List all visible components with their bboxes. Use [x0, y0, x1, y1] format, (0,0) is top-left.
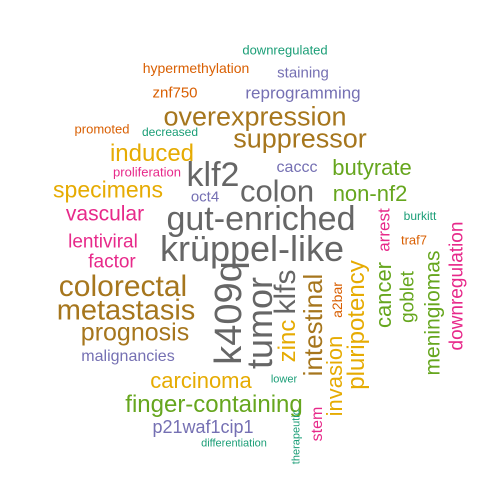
- word-malignancies: malignancies: [81, 348, 175, 365]
- word-metastasis: metastasis: [56, 294, 196, 327]
- word-overexpression: overexpression: [163, 101, 347, 132]
- word-pluripotency: pluripotency: [343, 260, 370, 390]
- word-colorectal: colorectal: [58, 270, 188, 303]
- word-caccc: caccc: [276, 159, 318, 176]
- word-factor: factor: [88, 251, 136, 273]
- word-cancer: cancer: [371, 261, 396, 329]
- word-staining: staining: [277, 64, 329, 82]
- word-krüppel-like: krüppel-like: [159, 228, 345, 269]
- word-therapeutic: therapeutic: [290, 409, 303, 465]
- word-proliferation: proliferation: [113, 164, 181, 180]
- word-carcinoma: carcinoma: [150, 368, 252, 393]
- word-finger-containing: finger-containing: [125, 391, 303, 418]
- word-downregulation: downregulation: [446, 221, 468, 351]
- word-induced: induced: [109, 140, 195, 167]
- word-arrest: arrest: [374, 208, 394, 252]
- word-colon: colon: [239, 173, 315, 209]
- word-vascular: vascular: [65, 202, 145, 226]
- word-suppressor: suppressor: [233, 123, 367, 154]
- word-zinc: zinc: [274, 319, 301, 363]
- word-gut-enriched: gut-enriched: [166, 200, 356, 238]
- word-reprogramming: reprogramming: [245, 83, 361, 103]
- word-decreased: decreased: [141, 125, 199, 139]
- word-znf750: znf750: [152, 84, 198, 102]
- word-oct4: oct4: [190, 188, 220, 206]
- word-hypermethylation: hypermethylation: [142, 60, 250, 76]
- word-p21waf1cip1: p21waf1cip1: [152, 417, 254, 437]
- word-non-nf2: non-nf2: [332, 181, 408, 206]
- word-lentiviral: lentiviral: [68, 231, 138, 253]
- word-specimens: specimens: [53, 176, 163, 203]
- word-burkitt: burkitt: [403, 209, 437, 223]
- word-goblet: goblet: [397, 271, 419, 323]
- word-a2bar: a2bar: [329, 282, 345, 318]
- word-klf2: klf2: [186, 156, 240, 194]
- word-downregulated: downregulated: [242, 42, 328, 58]
- word-stem: stem: [309, 406, 326, 442]
- word-prognosis: prognosis: [80, 318, 190, 347]
- word-promoted: promoted: [74, 121, 130, 137]
- word-klfs: klfs: [269, 269, 302, 315]
- word-lower: lower: [270, 373, 298, 386]
- word-differentiation: differentiation: [201, 437, 267, 450]
- word-butyrate: butyrate: [332, 155, 412, 180]
- word-meningiomas: meningiomas: [421, 250, 445, 376]
- word-traf7: traf7: [400, 232, 428, 248]
